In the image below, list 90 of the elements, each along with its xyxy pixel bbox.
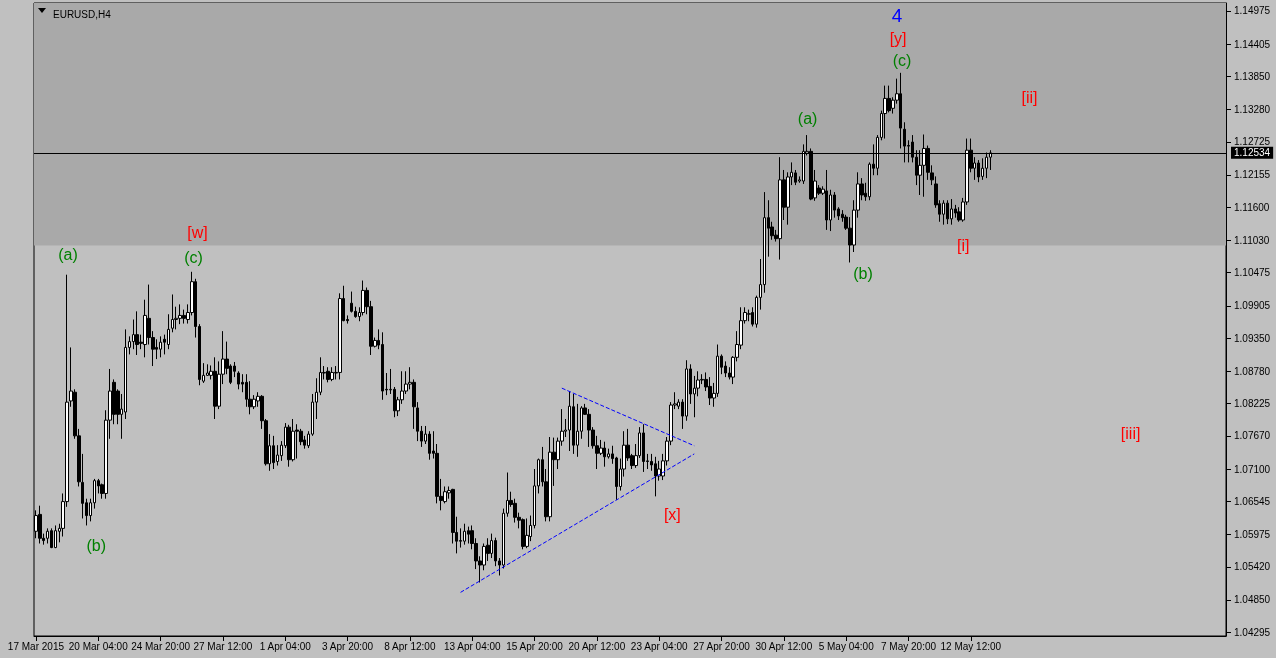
candlestick: [54, 524, 57, 549]
x-tick-label: 15 Apr 20:00: [506, 640, 564, 652]
candlestick: [778, 156, 782, 261]
candlestick: [463, 523, 466, 546]
x-tick-label: 13 Apr 04:00: [443, 640, 502, 652]
y-tick-label: 1.12155: [1234, 169, 1271, 181]
y-tick-label: 1.13280: [1234, 103, 1271, 115]
candlestick: [213, 356, 217, 420]
y-tick-label: 1.07670: [1234, 430, 1271, 442]
y-tick-label: 1.09905: [1234, 300, 1271, 312]
y-tick-label: 1.14405: [1234, 38, 1271, 50]
y-tick-label: 1.06545: [1234, 495, 1271, 507]
candlestick: [603, 441, 606, 468]
x-tick-label: 20 Apr 12:00: [568, 640, 626, 652]
x-tick-label: 27 Apr 20:00: [693, 640, 751, 652]
candlestick: [38, 505, 42, 544]
x-tick-label: 12 May 12:00: [940, 640, 1002, 652]
candlestick: [950, 198, 953, 226]
x-tick-label: 23 Apr 04:00: [630, 640, 689, 652]
annotation: [i]: [957, 236, 970, 254]
y-tick-label: 1.10475: [1234, 267, 1271, 279]
candlestick: [642, 423, 645, 473]
candlestick: [167, 313, 170, 350]
candlestick: [326, 366, 330, 383]
x-tick-label: 1 Apr 04:00: [259, 640, 312, 652]
y-tick-label: 1.09350: [1234, 332, 1271, 344]
ref-line-label: 1.12534: [1234, 147, 1271, 159]
annotation: (c): [892, 51, 912, 69]
x-tick-label: 30 Apr 12:00: [755, 640, 813, 652]
candlestick: [525, 517, 529, 549]
y-tick-label: 1.11030: [1234, 234, 1270, 246]
candlestick: [178, 303, 182, 325]
candlestick: [171, 293, 174, 333]
y-tick-label: 1.14975: [1234, 5, 1271, 17]
candlestick: [272, 435, 275, 470]
y-tick-label: 1.13850: [1234, 70, 1271, 82]
candlestick: [135, 310, 139, 356]
y-tick-label: 1.12725: [1234, 136, 1271, 148]
x-tick-label: 24 Mar 20:00: [131, 640, 191, 652]
annotation: (b): [86, 536, 107, 554]
candlestick: [295, 423, 299, 460]
candlestick: [587, 408, 591, 448]
annotation: (b): [853, 264, 873, 282]
x-tick-label: 20 Mar 04:00: [68, 640, 129, 652]
candlestick: [899, 72, 902, 149]
y-tick-label: 1.11600: [1234, 201, 1270, 213]
y-tick-label: 1.07100: [1234, 463, 1271, 475]
candlestick: [381, 331, 384, 401]
candlestick: [942, 199, 945, 226]
candlestick: [825, 169, 828, 231]
candlestick: [330, 366, 334, 382]
candlestick: [350, 291, 353, 314]
candlestick: [883, 85, 887, 140]
annotation: [iii]: [1120, 424, 1141, 442]
candlestick: [428, 430, 431, 461]
y-tick-label: 1.05420: [1234, 561, 1271, 573]
candlestick: [548, 436, 552, 522]
candlestick: [521, 517, 525, 550]
y-tick-label: 1.04850: [1234, 594, 1271, 606]
candlestick: [568, 390, 571, 452]
annotation: (c): [184, 248, 203, 266]
annotation: (a): [58, 245, 78, 263]
x-tick-label: 3 Apr 20:00: [322, 640, 374, 652]
annotation: [ii]: [1021, 88, 1038, 106]
y-tick-label: 1.08225: [1234, 398, 1271, 410]
candlestick: [708, 376, 712, 406]
annotation: [w]: [187, 223, 208, 241]
annotation: [x]: [663, 505, 681, 523]
candlestick: [237, 370, 240, 390]
annotation: 4: [891, 4, 903, 26]
y-tick-label: 1.05975: [1234, 528, 1271, 540]
x-tick-label: 27 Mar 12:00: [193, 640, 253, 652]
annotation: [y]: [889, 29, 907, 47]
y-tick-label: 1.04295: [1234, 626, 1271, 638]
y-tick-label: 1.08780: [1234, 365, 1271, 377]
candlestick: [981, 157, 984, 181]
candlestick: [977, 159, 980, 183]
candlestick: [50, 527, 53, 549]
candlestick: [46, 527, 49, 544]
text: EURUSD,H4: [53, 8, 112, 20]
candlestick: [747, 309, 751, 322]
x-tick-label: 7 May 20:00: [881, 640, 937, 652]
candlestick: [654, 456, 657, 497]
x-tick-label: 8 Apr 12:00: [384, 640, 436, 652]
x-tick-label: 17 Mar 2015: [7, 640, 65, 652]
annotation: (a): [797, 109, 818, 127]
candlestick: [946, 199, 949, 225]
candlestick: [159, 335, 162, 358]
candlestick: [572, 393, 575, 455]
x-tick-label: 5 May 04:00: [818, 640, 875, 652]
